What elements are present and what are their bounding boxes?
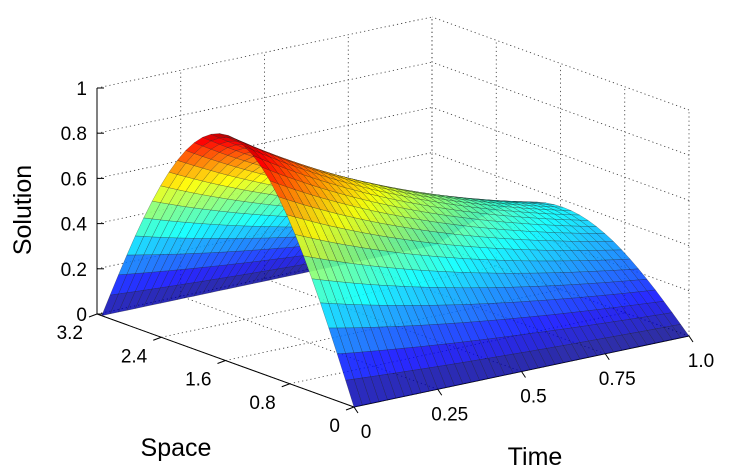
tick-labels: 00.250.50.751.000.81.62.43.200.20.40.60.… (57, 79, 715, 443)
x-tick-mark (521, 371, 526, 378)
y-tick-label: 3.2 (57, 323, 83, 344)
z-tick-label: 0.6 (61, 169, 87, 190)
x-axis-label: Time (508, 443, 563, 470)
y-tick-mark (153, 336, 162, 341)
x-tick-mark (688, 335, 694, 343)
y-axis-label: Space (141, 434, 212, 462)
grid-line (431, 16, 690, 111)
z-tick-label: 0.2 (61, 260, 87, 281)
grid-line (264, 278, 522, 372)
z-tick-label: 0.8 (61, 124, 87, 145)
x-tick-label: 0.5 (520, 387, 546, 408)
x-tick-mark (437, 388, 443, 396)
surface-mesh (101, 133, 690, 408)
z-tick-label: 0 (76, 305, 87, 326)
x-tick-mark (353, 406, 359, 414)
y-tick-mark (88, 313, 98, 318)
grid-line (431, 107, 690, 201)
y-tick-label: 0.8 (249, 393, 275, 414)
y-tick-mark (217, 360, 226, 364)
z-axis-label: Solution (9, 165, 37, 255)
x-tick-label: 0 (361, 422, 372, 443)
y-tick-mark (281, 383, 290, 388)
z-tick-label: 0.4 (61, 215, 88, 236)
grid-line (96, 16, 433, 89)
surface-facet (345, 378, 363, 408)
grid-line (431, 152, 690, 246)
grid-line (180, 295, 438, 390)
y-tick-label: 1.6 (185, 370, 211, 391)
x-tick-label: 1.0 (688, 351, 714, 372)
y-tick-mark (345, 406, 355, 411)
grid-line (431, 61, 690, 156)
x-tick-mark (604, 353, 610, 361)
x-tick-label: 0.25 (431, 404, 468, 425)
y-tick-label: 2.4 (121, 346, 148, 367)
y-tick-label: 0 (329, 416, 340, 437)
z-tick-label: 1 (76, 79, 87, 100)
x-tick-label: 0.75 (599, 369, 636, 390)
